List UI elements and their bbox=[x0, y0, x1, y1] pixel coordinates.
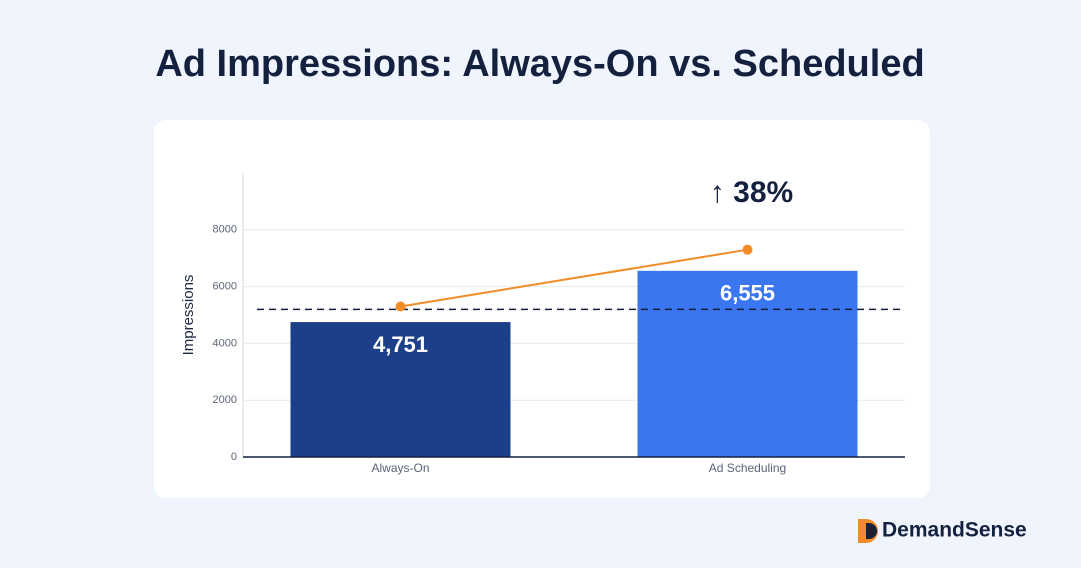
bar bbox=[637, 270, 858, 457]
y-tick-label: 6000 bbox=[213, 281, 237, 293]
trend-point bbox=[742, 244, 753, 255]
bar bbox=[290, 322, 511, 457]
chart-title: Ad Impressions: Always-On vs. Scheduled bbox=[155, 43, 924, 85]
y-axis-label: Impressions bbox=[180, 275, 197, 356]
y-tick-label: 2000 bbox=[213, 394, 237, 406]
annotation: ↑ 38% bbox=[710, 176, 793, 209]
y-tick-label: 0 bbox=[231, 451, 237, 463]
trend-line bbox=[400, 248, 748, 308]
brand: DemandSense bbox=[882, 519, 1027, 542]
logo-icon-inner bbox=[866, 523, 877, 539]
value-label: 4,751 bbox=[373, 332, 428, 357]
x-tick-label: Always-On bbox=[371, 461, 429, 475]
value-label: 6,555 bbox=[720, 281, 775, 306]
y-tick-label: 8000 bbox=[213, 224, 237, 236]
trend-point bbox=[395, 301, 406, 312]
y-tick-label: 4000 bbox=[213, 337, 237, 349]
x-tick-label: Ad Scheduling bbox=[709, 461, 786, 475]
